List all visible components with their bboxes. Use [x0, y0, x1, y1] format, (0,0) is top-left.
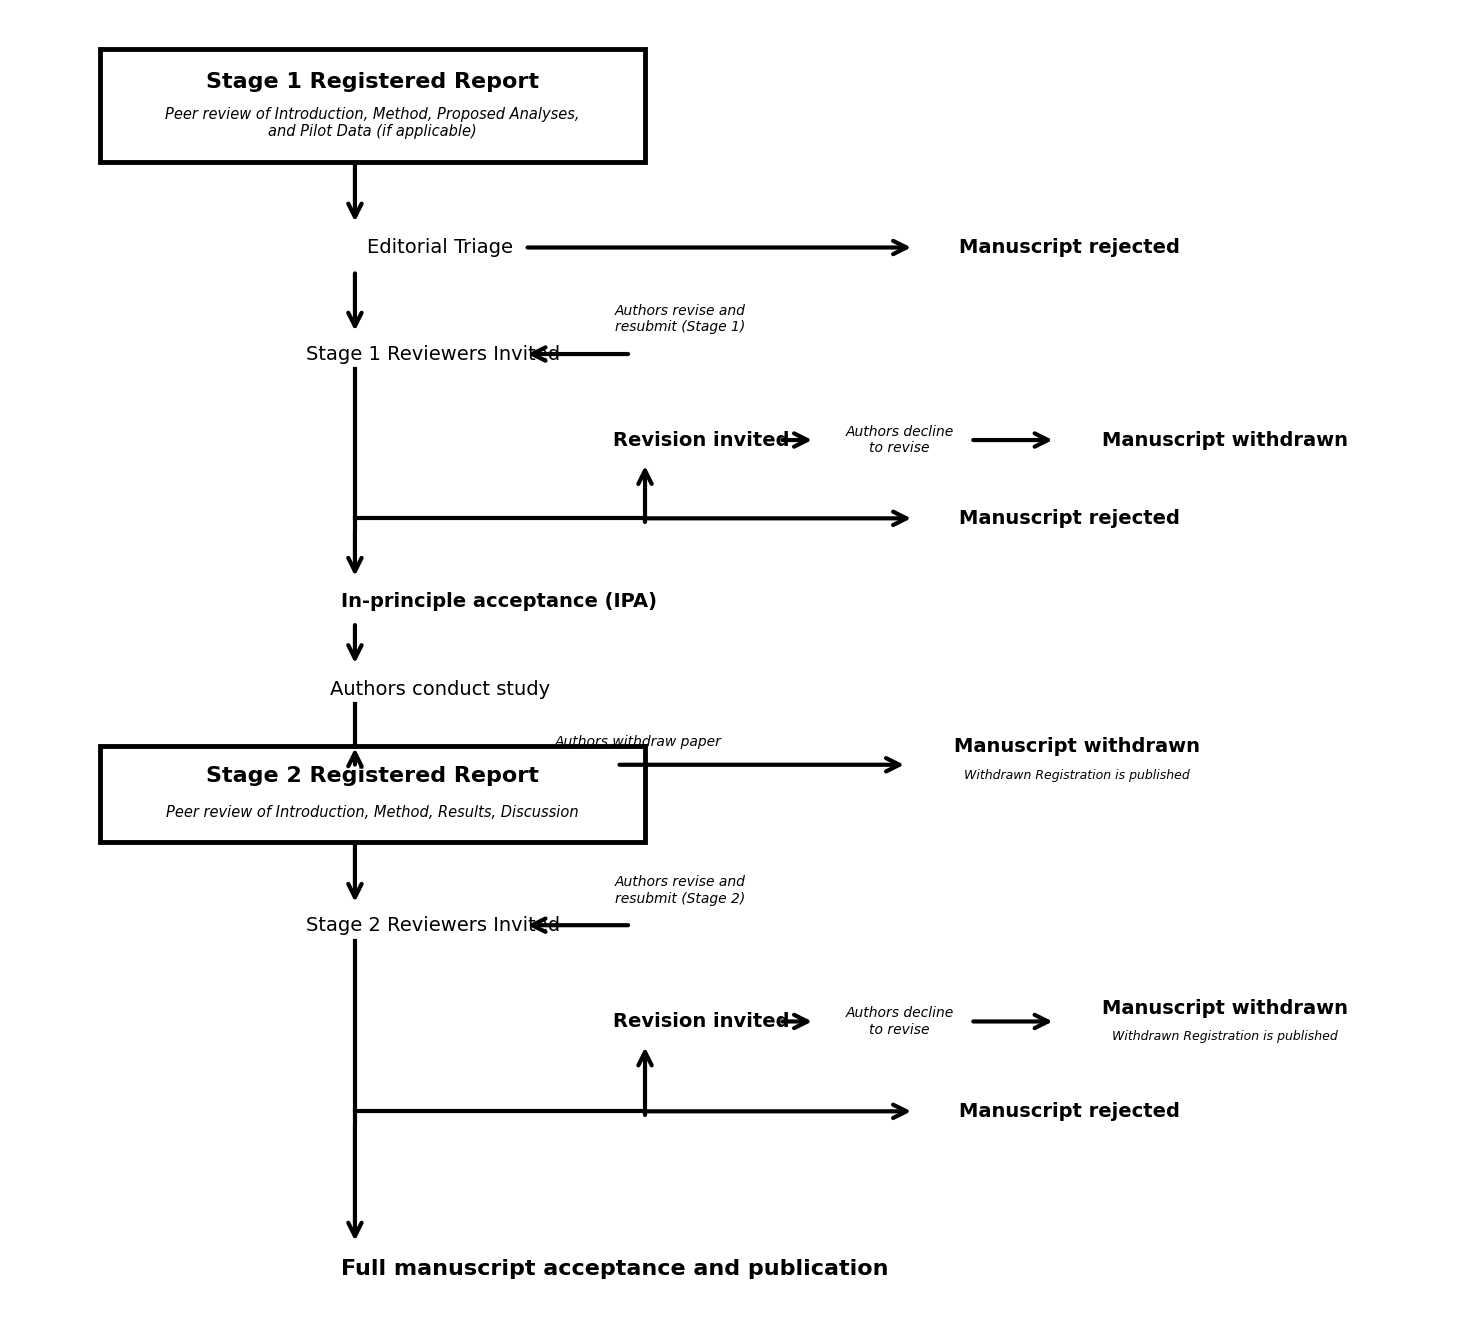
Text: Withdrawn Registration is published: Withdrawn Registration is published	[964, 769, 1190, 782]
Text: Manuscript rejected: Manuscript rejected	[960, 1102, 1181, 1120]
FancyBboxPatch shape	[100, 746, 646, 842]
Text: Stage 2 Reviewers Invited: Stage 2 Reviewers Invited	[305, 916, 560, 935]
Text: Authors decline
to revise: Authors decline to revise	[846, 425, 954, 455]
Text: Authors withdraw paper: Authors withdraw paper	[554, 734, 721, 749]
Text: Authors revise and
resubmit (Stage 2): Authors revise and resubmit (Stage 2)	[615, 876, 746, 905]
Text: Stage 1 Registered Report: Stage 1 Registered Report	[206, 72, 539, 92]
Text: Authors decline
to revise: Authors decline to revise	[846, 1007, 954, 1036]
Text: Editorial Triage: Editorial Triage	[367, 238, 513, 257]
Text: Peer review of Introduction, Method, Results, Discussion: Peer review of Introduction, Method, Res…	[167, 805, 579, 820]
Text: In-principle acceptance (IPA): In-principle acceptance (IPA)	[340, 592, 657, 611]
Text: Manuscript rejected: Manuscript rejected	[960, 238, 1181, 257]
Text: Full manuscript acceptance and publication: Full manuscript acceptance and publicati…	[340, 1259, 889, 1280]
Text: Manuscript withdrawn: Manuscript withdrawn	[1103, 999, 1349, 1019]
Text: Stage 2 Registered Report: Stage 2 Registered Report	[206, 766, 539, 786]
Text: Peer review of Introduction, Method, Proposed Analyses,
and Pilot Data (if appli: Peer review of Introduction, Method, Pro…	[165, 107, 579, 139]
FancyBboxPatch shape	[100, 48, 646, 162]
Text: Manuscript withdrawn: Manuscript withdrawn	[1103, 431, 1349, 449]
Text: Revision invited: Revision invited	[613, 1012, 790, 1031]
Text: Manuscript rejected: Manuscript rejected	[960, 509, 1181, 528]
Text: Authors conduct study: Authors conduct study	[330, 679, 550, 698]
Text: Authors revise and
resubmit (Stage 1): Authors revise and resubmit (Stage 1)	[615, 305, 746, 334]
Text: Withdrawn Registration is published: Withdrawn Registration is published	[1113, 1031, 1338, 1043]
Text: Revision invited: Revision invited	[613, 431, 790, 449]
Text: Manuscript withdrawn: Manuscript withdrawn	[954, 737, 1200, 757]
Text: Stage 1 Reviewers Invited: Stage 1 Reviewers Invited	[305, 345, 560, 364]
